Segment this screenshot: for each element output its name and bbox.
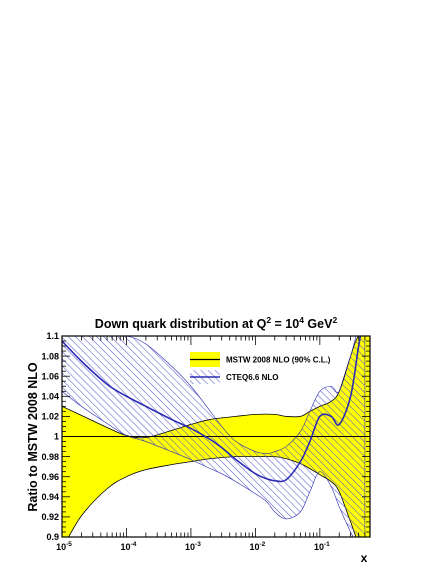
chart-title: Down quark distribution at Q2 = 104 GeV2 bbox=[95, 315, 338, 331]
x-tick-label: 10-3 bbox=[185, 541, 201, 552]
y-tick-label: 0.98 bbox=[41, 452, 59, 462]
x-tick-label: 10-2 bbox=[249, 541, 265, 552]
legend-label-mstw: MSTW 2008 NLO (90% C.L.) bbox=[226, 356, 331, 365]
x-tick-label: 10-5 bbox=[56, 541, 72, 552]
legend-label-cteq: CTEQ6.6 NLO bbox=[226, 373, 278, 382]
y-tick-label: 0.94 bbox=[41, 492, 59, 502]
cteq-central-line bbox=[62, 336, 362, 483]
y-tick-label: 1.04 bbox=[41, 392, 59, 402]
x-tick-label: 10-1 bbox=[314, 541, 330, 552]
y-axis-title: Ratio to MSTW 2008 NLO bbox=[26, 362, 40, 512]
y-tick-label: 1.06 bbox=[41, 371, 59, 381]
plot-frame bbox=[61, 335, 371, 538]
y-tick-label: 0.96 bbox=[41, 472, 59, 482]
x-axis-title: x bbox=[361, 551, 368, 565]
legend: MSTW 2008 NLO (90% C.L.) CTEQ6.6 NLO bbox=[190, 352, 331, 384]
y-tick-label: 1.08 bbox=[41, 351, 59, 361]
y-tick-label: 1.1 bbox=[46, 331, 59, 341]
x-tick-label: 10-4 bbox=[121, 541, 137, 552]
y-tick-label: 0.92 bbox=[41, 512, 59, 522]
y-tick-label: 1.02 bbox=[41, 412, 59, 422]
y-tick-label: 1 bbox=[54, 432, 59, 442]
y-tick-label: 0.9 bbox=[46, 532, 59, 542]
